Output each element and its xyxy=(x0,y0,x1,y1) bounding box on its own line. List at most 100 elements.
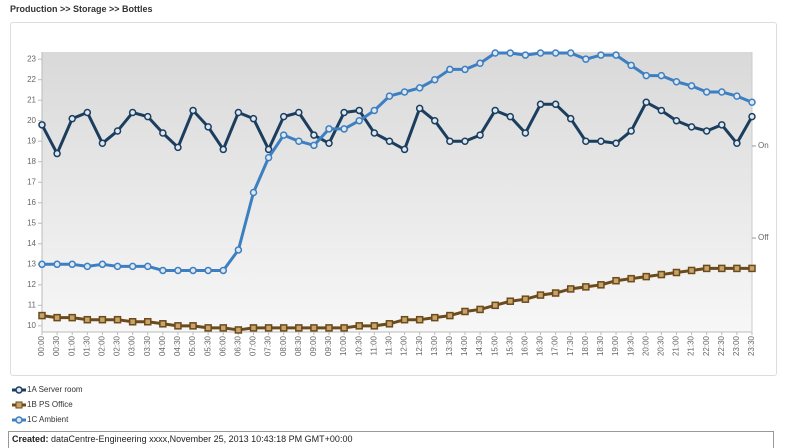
point xyxy=(340,324,348,332)
point xyxy=(672,268,681,277)
point xyxy=(38,121,46,129)
x-tick-label: 13:30 xyxy=(445,335,454,356)
point xyxy=(702,127,711,135)
x-tick-label: 07:00 xyxy=(249,335,258,356)
point xyxy=(702,264,711,273)
y2-tick-label: On xyxy=(758,141,769,150)
x-tick-label: 01:30 xyxy=(82,335,91,356)
point xyxy=(415,104,424,113)
point xyxy=(718,121,726,129)
point xyxy=(461,65,469,74)
point xyxy=(536,49,545,57)
x-tick-label: 04:00 xyxy=(158,335,167,356)
point xyxy=(506,297,515,305)
point xyxy=(551,100,560,109)
x-tick-label: 14:00 xyxy=(460,335,469,356)
point xyxy=(98,260,107,269)
point xyxy=(113,127,122,135)
point xyxy=(687,82,696,90)
breadcrumb[interactable]: Production >> Storage >> Bottles xyxy=(10,4,153,14)
point xyxy=(234,326,243,334)
x-tick-label: 08:00 xyxy=(279,335,288,356)
x-tick-label: 23:00 xyxy=(732,335,741,356)
point xyxy=(325,139,333,148)
x-tick-label: 14:30 xyxy=(475,335,484,356)
x-tick-label: 00:30 xyxy=(52,335,61,356)
point xyxy=(748,112,756,121)
point xyxy=(189,106,197,115)
x-tick-label: 12:00 xyxy=(400,335,409,356)
point xyxy=(476,59,484,68)
point xyxy=(446,311,454,320)
point xyxy=(174,266,182,275)
point xyxy=(219,324,228,332)
x-tick-label: 16:30 xyxy=(536,335,545,356)
point xyxy=(627,274,635,283)
x-tick-label: 06:00 xyxy=(218,335,227,356)
point xyxy=(53,313,61,322)
y-tick-label: 22 xyxy=(27,75,36,84)
point xyxy=(642,98,651,107)
point xyxy=(355,322,363,330)
x-tick-label: 23:30 xyxy=(747,335,756,356)
y-tick-label: 17 xyxy=(27,177,36,186)
x-tick-label: 03:30 xyxy=(143,335,152,356)
point xyxy=(551,49,560,57)
point xyxy=(551,289,560,297)
point xyxy=(733,139,741,148)
x-tick-label: 21:00 xyxy=(672,335,681,356)
legend-label: 1B PS Office xyxy=(27,400,73,409)
point xyxy=(370,322,379,330)
x-tick-label: 11:00 xyxy=(369,335,378,355)
point xyxy=(415,315,424,324)
point xyxy=(98,139,107,148)
point xyxy=(249,114,258,123)
y-tick-label: 13 xyxy=(27,259,36,268)
point xyxy=(491,301,499,310)
point xyxy=(295,108,303,117)
point xyxy=(521,295,530,303)
x-tick-label: 18:00 xyxy=(581,335,590,356)
point xyxy=(189,266,197,275)
point xyxy=(340,108,348,117)
legend-label: 1A Server room xyxy=(27,385,83,394)
x-tick-label: 00:00 xyxy=(37,335,46,356)
point xyxy=(491,106,499,115)
x-tick-label: 05:00 xyxy=(188,335,197,356)
point xyxy=(597,281,605,289)
point xyxy=(113,262,122,271)
y-tick-label: 14 xyxy=(27,239,36,248)
footer-label: Created: xyxy=(12,434,49,444)
point xyxy=(355,106,363,115)
point xyxy=(234,108,243,117)
point xyxy=(400,88,409,96)
point xyxy=(431,116,439,125)
point xyxy=(687,266,696,275)
x-tick-label: 20:30 xyxy=(656,335,665,356)
point xyxy=(83,315,92,324)
y-tick-label: 20 xyxy=(27,116,36,125)
point xyxy=(174,143,182,152)
point xyxy=(566,49,575,57)
point xyxy=(128,317,137,326)
x-tick-label: 09:30 xyxy=(324,335,333,356)
x-tick-label: 04:30 xyxy=(173,335,182,356)
y-tick-label: 19 xyxy=(27,136,36,145)
plot-area xyxy=(42,52,752,332)
point xyxy=(279,324,288,332)
legend-label: 1C Ambient xyxy=(27,415,69,424)
point xyxy=(310,141,318,150)
point xyxy=(385,92,394,100)
point xyxy=(340,125,348,133)
point xyxy=(53,149,61,158)
x-tick-label: 10:00 xyxy=(339,335,348,356)
point xyxy=(400,315,409,324)
point xyxy=(718,88,726,96)
point xyxy=(536,100,545,109)
point xyxy=(506,49,515,57)
point xyxy=(204,123,212,131)
x-tick-label: 11:30 xyxy=(385,335,394,355)
legend-marker xyxy=(15,386,23,394)
point xyxy=(68,313,76,322)
point xyxy=(642,272,651,281)
